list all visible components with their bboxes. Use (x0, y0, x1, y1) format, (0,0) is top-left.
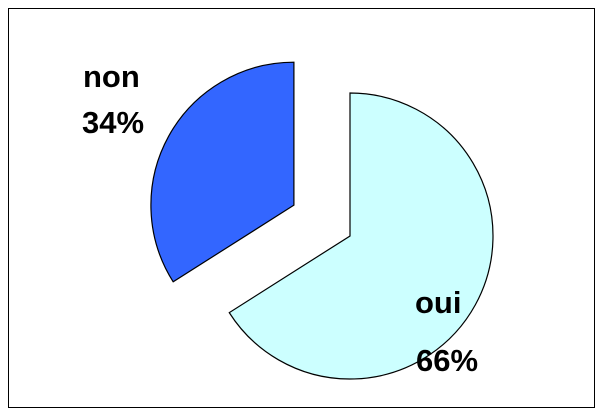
slice-percent-oui: 66% (416, 343, 478, 378)
pie-slice-oui (228, 92, 494, 380)
pie-slice-non (150, 61, 295, 283)
chart-area: oui 66% non 34% (8, 8, 595, 408)
slice-label-oui: oui (415, 285, 462, 320)
pie-chart: oui 66% non 34% (82, 59, 494, 380)
slice-label-non: non (83, 59, 140, 94)
slice-percent-non: 34% (82, 105, 144, 140)
